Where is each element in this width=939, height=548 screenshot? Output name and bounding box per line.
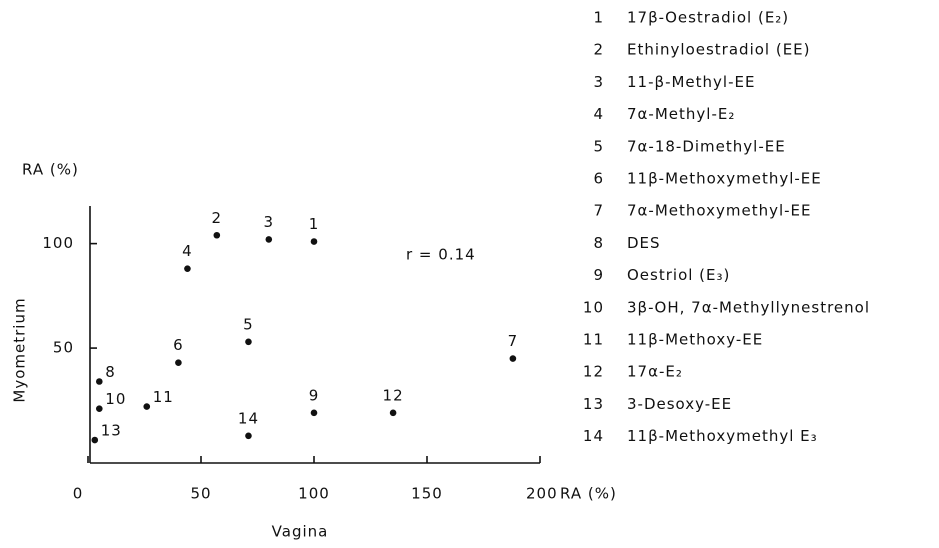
point-label: 12 [383,386,404,404]
point [310,409,318,417]
legend-name: Ethinyloestradiol (EE) [627,41,811,59]
legend-name: 17β-Oestradiol (E₂) [627,9,789,27]
point [389,409,397,417]
legend-number: 5 [593,137,604,155]
point [213,231,221,239]
legend-number: 6 [593,170,604,188]
point [310,238,318,245]
legend-number: 10 [583,298,604,316]
legend-name: 7α-18-Dimethyl-EE [627,137,786,155]
point [96,405,103,412]
legend-name: 11β-Methoxy-EE [627,331,763,349]
legend-number: 4 [593,105,604,123]
legend-name: 7α-Methoxymethyl-EE [627,202,812,220]
legend-name: 3-Desoxy-EE [627,395,732,413]
point-label: 6 [173,336,184,354]
point [509,355,517,362]
point-label: 8 [105,363,116,381]
legend-number: 11 [583,331,604,349]
legend-number: 13 [583,395,604,413]
point [91,436,99,444]
point-label: 14 [238,409,259,427]
y-axis-label: Myometrium [11,297,29,402]
annotation: r = 0.14 [406,246,476,264]
point-label: 7 [508,332,519,350]
legend-number: 8 [593,234,604,252]
legend-number: 2 [593,41,604,59]
x-tick-label: 100 [298,485,330,503]
legend-name: 11β-Methoxymethyl E₃ [627,427,818,445]
legend-name: Oestriol (E₃) [627,266,730,284]
legend-number: 14 [583,427,604,445]
point [184,265,191,272]
x-tick-label: 200 [526,485,558,503]
legend-number: 1 [593,9,604,27]
point-label: 10 [105,390,126,408]
point-label: 11 [153,388,174,406]
point-label: 9 [309,386,320,404]
legend-number: 9 [593,266,604,284]
point [265,236,273,243]
point-label: 1 [309,215,320,233]
point-label: 5 [243,315,254,333]
x-tick-label: 0 [73,485,84,503]
legend-number: 12 [583,363,604,381]
x-tick-label: 150 [411,485,443,503]
x-axis-label: Vagina [272,523,329,541]
legend-name: 7α-Methyl-E₂ [627,105,735,123]
point-label: 13 [101,422,122,440]
x-tick-label: 50 [190,485,211,503]
legend-number: 7 [593,202,604,220]
point [143,403,151,410]
legend-name: 17α-E₂ [627,363,683,381]
legend-name: DES [627,234,661,252]
point-label: 4 [182,242,193,260]
point-label: 2 [212,209,223,227]
y-unit: RA (%) [22,161,79,179]
legend-name: 11-β-Methyl-EE [627,73,755,91]
x-unit: RA (%) [560,485,617,503]
point-label: 3 [264,213,275,231]
legend-name: 3β-OH, 7α-Methyllynestrenol [627,298,870,316]
y-tick-label: 50 [53,339,74,357]
y-tick-label: 100 [42,234,74,252]
point [245,338,252,346]
legend-name: 11β-Methoxymethyl-EE [627,170,822,188]
point [175,359,182,367]
legend-number: 3 [593,73,604,91]
point [96,378,103,385]
point [245,432,252,440]
